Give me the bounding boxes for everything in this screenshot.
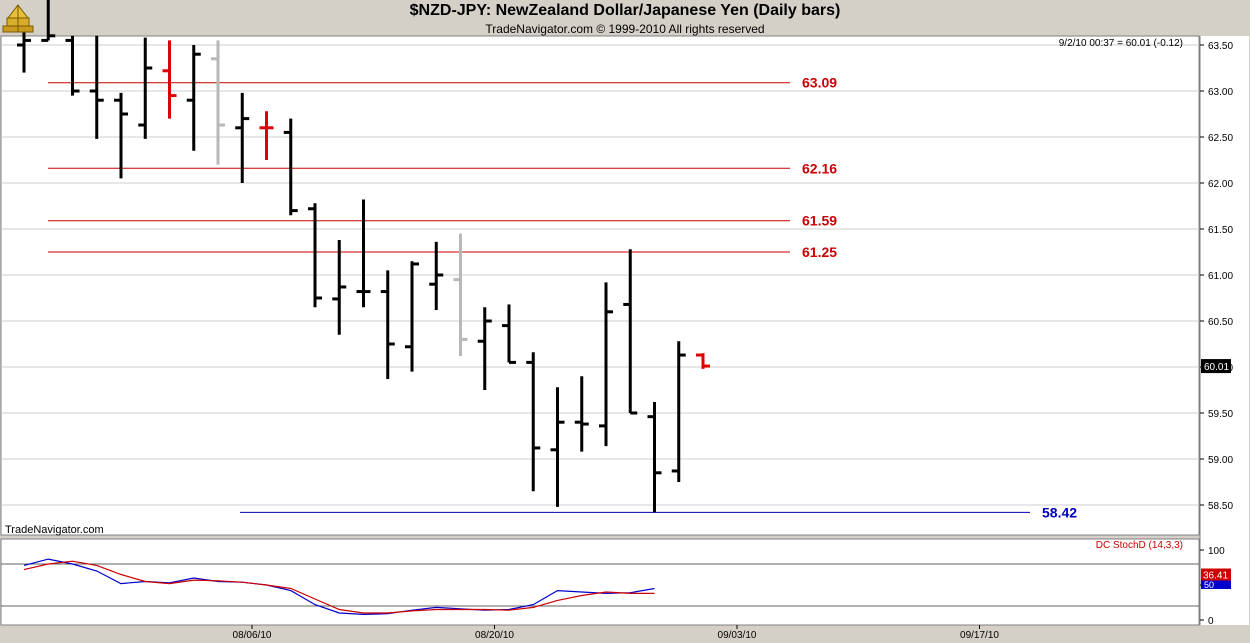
stoch-title: DC StochD (14,3,3) (1096, 540, 1183, 551)
y-tick-label: 62.50 (1208, 133, 1233, 144)
stoch-line-k (23, 558, 655, 616)
y-tick-label: 63.50 (1208, 41, 1233, 52)
level-label: 63.09 (802, 75, 837, 91)
price-axis-panel (1200, 36, 1249, 625)
chart-title: $NZD-JPY: NewZealand Dollar/Japanese Yen… (409, 2, 841, 19)
level-label: 58.42 (1042, 504, 1077, 520)
last-price-label: 60.01 (1204, 362, 1229, 373)
stoch-d-last-label: 36.41 (1203, 571, 1228, 582)
y-tick-label: 60.50 (1208, 317, 1233, 328)
stoch-tick-label: 100 (1208, 546, 1225, 557)
stoch-tick-label: 0 (1208, 616, 1214, 627)
y-tick-label: 62.00 (1208, 179, 1233, 190)
level-label: 62.16 (802, 160, 837, 176)
quote-text: 9/2/10 00:37 = 60.01 (-0.12) (1059, 38, 1183, 49)
x-tick-label: 09/03/10 (718, 630, 757, 641)
x-tick-label: 09/17/10 (960, 630, 999, 641)
x-tick-label: 08/20/10 (475, 630, 514, 641)
stoch-line-d (23, 560, 655, 614)
watermark-text: TradeNavigator.com (5, 524, 104, 536)
y-tick-label: 61.00 (1208, 271, 1233, 282)
y-tick-label: 59.00 (1208, 455, 1233, 466)
stoch-panel (0, 538, 1200, 626)
tradenavigator-logo-icon (2, 3, 36, 37)
level-label: 61.25 (802, 244, 837, 260)
y-tick-label: 59.50 (1208, 409, 1233, 420)
stoch-d-last-box (1201, 568, 1231, 581)
y-tick-label: 61.50 (1208, 225, 1233, 236)
x-tick-label: 08/06/10 (233, 630, 272, 641)
price-panel (0, 35, 1200, 536)
y-tick-label: 63.00 (1208, 87, 1233, 98)
y-tick-label: 58.50 (1208, 501, 1233, 512)
copyright-text: TradeNavigator.com © 1999-2010 All right… (485, 22, 765, 36)
last-price-box (1201, 359, 1231, 374)
stoch-k-last-label: 50 (1204, 580, 1214, 590)
level-label: 61.59 (802, 213, 837, 229)
stoch-k-last-box (1201, 580, 1231, 589)
